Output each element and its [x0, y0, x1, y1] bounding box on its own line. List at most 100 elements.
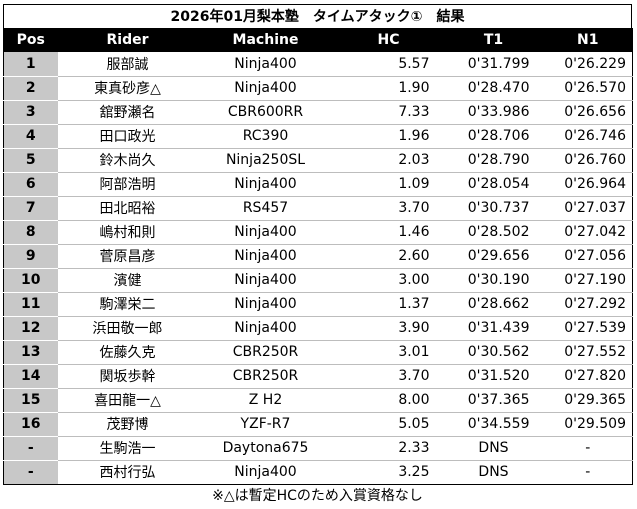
cell-t1: 0'28.706	[443, 124, 544, 149]
cell-pos: 2	[3, 76, 58, 101]
table-row: 15 喜田龍一△ Z H2 8.00 0'37.365 0'29.365	[3, 388, 633, 413]
cell-hc: 1.46	[333, 220, 444, 245]
cell-rider: 東真砂彦△	[57, 76, 198, 101]
cell-rider: 田北昭裕	[57, 196, 198, 221]
cell-machine: Ninja400	[197, 172, 334, 197]
cell-rider: 佐藤久克	[57, 340, 198, 365]
cell-hc: 3.90	[333, 316, 444, 341]
cell-rider: 舘野瀬名	[57, 100, 198, 125]
cell-t1: 0'28.054	[443, 172, 544, 197]
cell-n1: 0'27.190	[543, 268, 633, 293]
cell-t1: 0'31.520	[443, 364, 544, 389]
header-rider: Rider	[57, 28, 198, 52]
cell-rider: 浜田敬一郎	[57, 316, 198, 341]
cell-hc: 3.25	[333, 460, 444, 485]
cell-rider: 阿部浩明	[57, 172, 198, 197]
cell-t1: 0'28.790	[443, 148, 544, 173]
cell-t1: 0'28.470	[443, 76, 544, 101]
header-t1: T1	[443, 28, 544, 52]
cell-pos: 13	[3, 340, 58, 365]
cell-pos: 4	[3, 124, 58, 149]
cell-n1: 0'26.570	[543, 76, 633, 101]
cell-hc: 2.33	[333, 436, 444, 461]
cell-t1: 0'37.365	[443, 388, 544, 413]
header-row: Pos Rider Machine HC T1 N1	[3, 28, 633, 52]
cell-machine: CBR250R	[197, 340, 334, 365]
cell-pos: 1	[3, 52, 58, 77]
cell-machine: Ninja400	[197, 220, 334, 245]
cell-n1: 0'27.056	[543, 244, 633, 269]
table-row: 13 佐藤久克 CBR250R 3.01 0'30.562 0'27.552	[3, 340, 633, 365]
cell-t1: 0'28.662	[443, 292, 544, 317]
cell-hc: 5.57	[333, 52, 444, 77]
cell-n1: 0'29.509	[543, 412, 633, 437]
cell-rider: 嶋村和則	[57, 220, 198, 245]
cell-pos: 5	[3, 148, 58, 173]
header-machine: Machine	[197, 28, 334, 52]
table-row: 12 浜田敬一郎 Ninja400 3.90 0'31.439 0'27.539	[3, 316, 633, 341]
cell-rider: 西村行弘	[57, 460, 198, 485]
header-n1: N1	[543, 28, 633, 52]
table-row: 14 関坂歩幹 CBR250R 3.70 0'31.520 0'27.820	[3, 364, 633, 389]
header-pos: Pos	[3, 28, 58, 52]
cell-n1: 0'27.552	[543, 340, 633, 365]
table-row: 16 茂野博 YZF-R7 5.05 0'34.559 0'29.509	[3, 412, 633, 437]
footnote: ※△は暫定HCのため入賞資格なし	[212, 487, 423, 504]
cell-pos: 14	[3, 364, 58, 389]
cell-t1: 0'28.502	[443, 220, 544, 245]
table-row: 4 田口政光 RC390 1.96 0'28.706 0'26.746	[3, 124, 633, 149]
table-row: 5 鈴木尚久 Ninja250SL 2.03 0'28.790 0'26.760	[3, 148, 633, 173]
cell-rider: 濱健	[57, 268, 198, 293]
table-row: - 西村行弘 Ninja400 3.25 DNS -	[3, 460, 633, 485]
table-row: 6 阿部浩明 Ninja400 1.09 0'28.054 0'26.964	[3, 172, 633, 197]
cell-rider: 茂野博	[57, 412, 198, 437]
cell-hc: 1.09	[333, 172, 444, 197]
cell-n1: 0'26.964	[543, 172, 633, 197]
cell-n1: -	[543, 460, 633, 485]
cell-rider: 服部誠	[57, 52, 198, 77]
cell-rider: 関坂歩幹	[57, 364, 198, 389]
table-row: 3 舘野瀬名 CBR600RR 7.33 0'33.986 0'26.656	[3, 100, 633, 125]
cell-pos: -	[3, 460, 58, 485]
cell-rider: 菅原昌彦	[57, 244, 198, 269]
cell-pos: 11	[3, 292, 58, 317]
cell-n1: 0'26.656	[543, 100, 633, 125]
results-title: 2026年01月梨本塾 タイムアタック① 結果	[3, 4, 632, 28]
table-row: 7 田北昭裕 RS457 3.70 0'30.737 0'27.037	[3, 196, 633, 221]
cell-rider: 田口政光	[57, 124, 198, 149]
cell-pos: 9	[3, 244, 58, 269]
cell-hc: 1.90	[333, 76, 444, 101]
table-row: 11 駒澤栄二 Ninja400 1.37 0'28.662 0'27.292	[3, 292, 633, 317]
table-row: 2 東真砂彦△ Ninja400 1.90 0'28.470 0'26.570	[3, 76, 633, 101]
table-row: - 生駒浩一 Daytona675 2.33 DNS -	[3, 436, 633, 461]
results-table: Pos Rider Machine HC T1 N1 1 服部誠 Ninja400 5…	[3, 28, 633, 485]
cell-pos: 12	[3, 316, 58, 341]
cell-pos: 16	[3, 412, 58, 437]
cell-machine: Ninja250SL	[197, 148, 334, 173]
cell-machine: Ninja400	[197, 268, 334, 293]
cell-machine: RC390	[197, 124, 334, 149]
header-hc: HC	[333, 28, 444, 52]
cell-machine: Ninja400	[197, 244, 334, 269]
cell-machine: Ninja400	[197, 76, 334, 101]
cell-n1: 0'26.760	[543, 148, 633, 173]
cell-t1: 0'30.737	[443, 196, 544, 221]
cell-n1: 0'27.820	[543, 364, 633, 389]
cell-machine: CBR600RR	[197, 100, 334, 125]
cell-hc: 2.60	[333, 244, 444, 269]
cell-hc: 3.01	[333, 340, 444, 365]
cell-t1: DNS	[443, 460, 544, 485]
cell-machine: RS457	[197, 196, 334, 221]
cell-t1: DNS	[443, 436, 544, 461]
cell-hc: 8.00	[333, 388, 444, 413]
table-row: 1 服部誠 Ninja400 5.57 0'31.799 0'26.229	[3, 52, 633, 77]
cell-machine: Ninja400	[197, 292, 334, 317]
cell-n1: 0'27.539	[543, 316, 633, 341]
cell-pos: 6	[3, 172, 58, 197]
cell-t1: 0'34.559	[443, 412, 544, 437]
table-row: 8 嶋村和則 Ninja400 1.46 0'28.502 0'27.042	[3, 220, 633, 245]
table-row: 10 濱健 Ninja400 3.00 0'30.190 0'27.190	[3, 268, 633, 293]
cell-pos: 8	[3, 220, 58, 245]
cell-n1: 0'27.042	[543, 220, 633, 245]
cell-t1: 0'30.190	[443, 268, 544, 293]
